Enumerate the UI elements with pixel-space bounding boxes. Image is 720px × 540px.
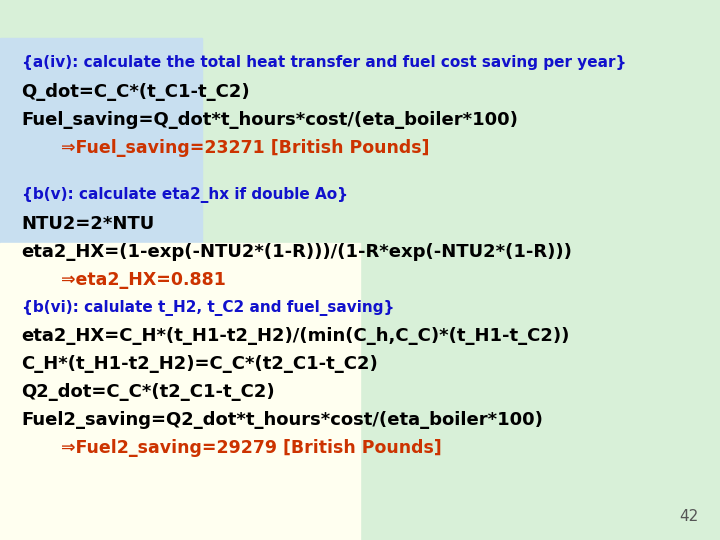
Text: Fuel_saving=Q_dot*t_hours*cost/(eta_boiler*100): Fuel_saving=Q_dot*t_hours*cost/(eta_boil…: [22, 111, 518, 129]
Text: ⇒Fuel2_saving=29279 [British Pounds]: ⇒Fuel2_saving=29279 [British Pounds]: [61, 439, 442, 457]
Text: eta2_HX=C_H*(t_H1-t2_H2)/(min(C_h,C_C)*(t_H1-t_C2)): eta2_HX=C_H*(t_H1-t2_H2)/(min(C_h,C_C)*(…: [22, 327, 570, 345]
Bar: [0, 38, 202, 243]
Text: Q2_dot=C_C*(t2_C1-t_C2): Q2_dot=C_C*(t2_C1-t_C2): [22, 383, 275, 401]
Bar: [0, 243, 360, 540]
Text: NTU2=2*NTU: NTU2=2*NTU: [22, 214, 155, 233]
Text: {b(v): calculate eta2_hx if double Ao}: {b(v): calculate eta2_hx if double Ao}: [22, 187, 348, 204]
Text: {a(iv): calculate the total heat transfer and fuel cost saving per year}: {a(iv): calculate the total heat transfe…: [22, 55, 626, 70]
Text: {b(vi): calulate t_H2, t_C2 and fuel_saving}: {b(vi): calulate t_H2, t_C2 and fuel_sav…: [22, 300, 394, 316]
Text: ⇒Fuel_saving=23271 [British Pounds]: ⇒Fuel_saving=23271 [British Pounds]: [61, 139, 430, 157]
Text: eta2_HX=(1-exp(-NTU2*(1-R)))/(1-R*exp(-NTU2*(1-R))): eta2_HX=(1-exp(-NTU2*(1-R)))/(1-R*exp(-N…: [22, 242, 572, 261]
Text: 42: 42: [679, 509, 698, 524]
Text: ⇒eta2_HX=0.881: ⇒eta2_HX=0.881: [61, 271, 226, 289]
Text: Fuel2_saving=Q2_dot*t_hours*cost/(eta_boiler*100): Fuel2_saving=Q2_dot*t_hours*cost/(eta_bo…: [22, 411, 544, 429]
Text: C_H*(t_H1-t2_H2)=C_C*(t2_C1-t_C2): C_H*(t_H1-t2_H2)=C_C*(t2_C1-t_C2): [22, 355, 378, 373]
Text: Q_dot=C_C*(t_C1-t_C2): Q_dot=C_C*(t_C1-t_C2): [22, 83, 251, 101]
